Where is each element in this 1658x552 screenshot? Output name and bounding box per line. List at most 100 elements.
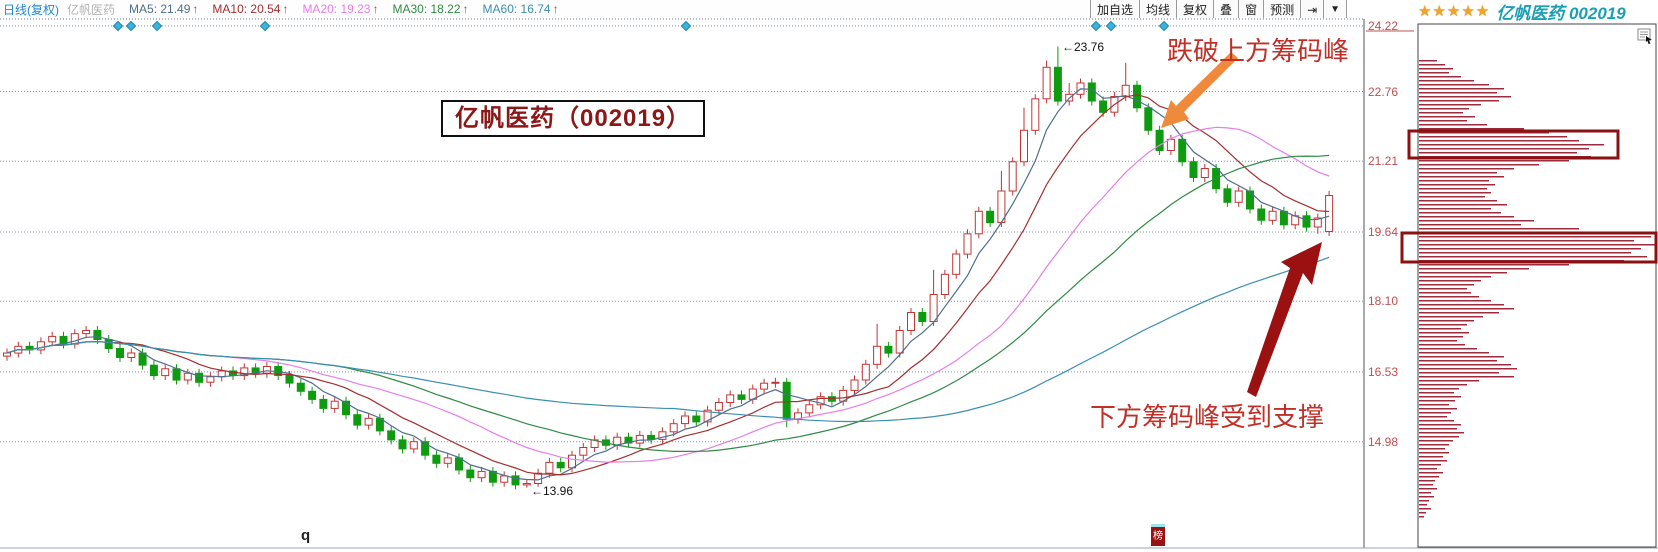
chip-bar: [1419, 468, 1437, 470]
chip-bar: [1419, 96, 1511, 98]
dropdown-icon[interactable]: ▼: [1323, 0, 1348, 18]
chip-bar: [1419, 356, 1504, 358]
chip-bar: [1419, 376, 1514, 378]
chip-bar: [1419, 164, 1539, 166]
ma10-line: [6, 94, 1330, 476]
add-watchlist-button[interactable]: 加自选: [1090, 0, 1139, 18]
event-markers: [112, 20, 1170, 32]
chip-bar: [1419, 100, 1499, 102]
chip-bar: [1419, 176, 1504, 178]
ma5-up-arrow-icon: ↑: [192, 2, 199, 16]
adjust-price-button[interactable]: 复权: [1176, 0, 1213, 18]
chip-bar: [1419, 488, 1437, 490]
chip-bar: [1419, 108, 1469, 110]
chip-bar: [1419, 332, 1469, 334]
chip-bar: [1419, 216, 1514, 218]
chip-peak-highlight-box: [1407, 129, 1620, 160]
stock-name-dim: 亿帆医药: [67, 2, 116, 17]
chip-bar: [1419, 244, 1655, 246]
chip-bar: [1419, 60, 1437, 62]
chip-bar: [1419, 344, 1465, 346]
chip-bar: [1419, 340, 1457, 342]
ma10-up-arrow-icon: ↑: [282, 2, 289, 16]
chip-panel-title: 亿帆医药 002019: [1496, 3, 1626, 23]
chip-bar: [1419, 372, 1499, 374]
chip-bar: [1419, 220, 1534, 222]
chip-bar: [1419, 236, 1651, 238]
ma20-value: MA20: 19.23: [302, 2, 371, 16]
chip-bar: [1419, 104, 1481, 106]
chip-bar: [1419, 460, 1447, 462]
chip-bar: [1419, 380, 1479, 382]
event-diamond-icon: [151, 20, 163, 32]
chip-bar: [1419, 272, 1507, 274]
ma20-legend: MA20: 19.23: [302, 2, 370, 16]
chip-bar: [1419, 144, 1604, 146]
chip-bar: [1419, 404, 1449, 406]
chip-bar: [1419, 180, 1489, 182]
chip-panel-header: ★★★★★ 亿帆医药 002019: [1418, 1, 1626, 23]
breakdown-arrow-icon: [1161, 52, 1238, 128]
ma5-legend: MA5: 21.49: [129, 2, 190, 16]
chip-bar: [1419, 312, 1499, 314]
chip-bar: [1419, 92, 1497, 94]
chip-bar: [1419, 152, 1577, 154]
chip-bar: [1419, 452, 1449, 454]
ma-settings-button[interactable]: 均线: [1139, 0, 1176, 18]
price-axis-label: 24.22: [1368, 18, 1399, 33]
chip-bar: [1419, 476, 1439, 478]
chip-bar: [1419, 160, 1569, 162]
price-axis-label: 21.21: [1368, 154, 1399, 169]
price-axis-label: 19.64: [1368, 224, 1399, 239]
chip-bar: [1419, 64, 1445, 66]
price-axis: 24.22 22.76 21.21 19.64 18.10 16.53 14.98: [1367, 0, 1413, 552]
chip-bar: [1419, 120, 1467, 122]
window-button[interactable]: 窗: [1238, 0, 1263, 18]
chip-bar: [1419, 512, 1426, 514]
ma60-up-arrow-icon: ↑: [552, 2, 559, 16]
support-arrow-icon: [1247, 242, 1322, 397]
chip-bar: [1419, 384, 1467, 386]
overlay-button[interactable]: 叠: [1213, 0, 1238, 18]
ma30-legend: MA30: 18.22: [392, 2, 460, 16]
chip-bar: [1419, 408, 1457, 410]
ma30-value: MA30: 18.22: [392, 2, 461, 16]
chip-peak-highlight-box: [1400, 231, 1658, 264]
chip-bar: [1419, 88, 1504, 90]
save-image-icon[interactable]: [1637, 28, 1653, 44]
ma30-up-arrow-icon: ↑: [462, 2, 469, 16]
chip-bar: [1419, 440, 1453, 442]
period-label[interactable]: 日线(复权): [3, 2, 59, 17]
chip-bar: [1419, 240, 1634, 242]
chip-bar: [1419, 420, 1454, 422]
chip-bar: [1419, 424, 1461, 426]
chip-bar: [1419, 484, 1433, 486]
price-axis-label: 16.53: [1368, 364, 1399, 379]
chip-bar: [1419, 116, 1475, 118]
ma60-line: [6, 256, 1330, 423]
chip-bar: [1419, 276, 1491, 278]
chip-bar: [1419, 388, 1459, 390]
chip-bar: [1419, 80, 1474, 82]
chip-bar: [1419, 140, 1579, 142]
chip-bar: [1419, 268, 1529, 270]
chip-bar: [1419, 72, 1449, 74]
chip-bar: [1419, 264, 1569, 266]
rank-badge[interactable]: 榜: [1151, 524, 1165, 546]
price-axis-label: 22.76: [1368, 84, 1399, 99]
toolbar-buttons: 加自选 均线 复权 叠 窗 预测 ⇥ ▼: [1090, 0, 1348, 18]
chip-bar: [1419, 304, 1504, 306]
chip-bar: [1419, 256, 1647, 258]
ma60-legend: MA60: 16.74: [483, 2, 551, 16]
chip-bar: [1419, 500, 1429, 502]
watermark-q: q: [301, 527, 311, 544]
forecast-button[interactable]: 预测: [1263, 0, 1300, 18]
jump-right-icon[interactable]: ⇥: [1300, 0, 1323, 18]
chip-bar: [1419, 496, 1434, 498]
event-diamond-icon: [125, 20, 137, 32]
chip-bar: [1419, 184, 1495, 186]
chip-bar: [1419, 480, 1435, 482]
chip-bar: [1419, 284, 1474, 286]
